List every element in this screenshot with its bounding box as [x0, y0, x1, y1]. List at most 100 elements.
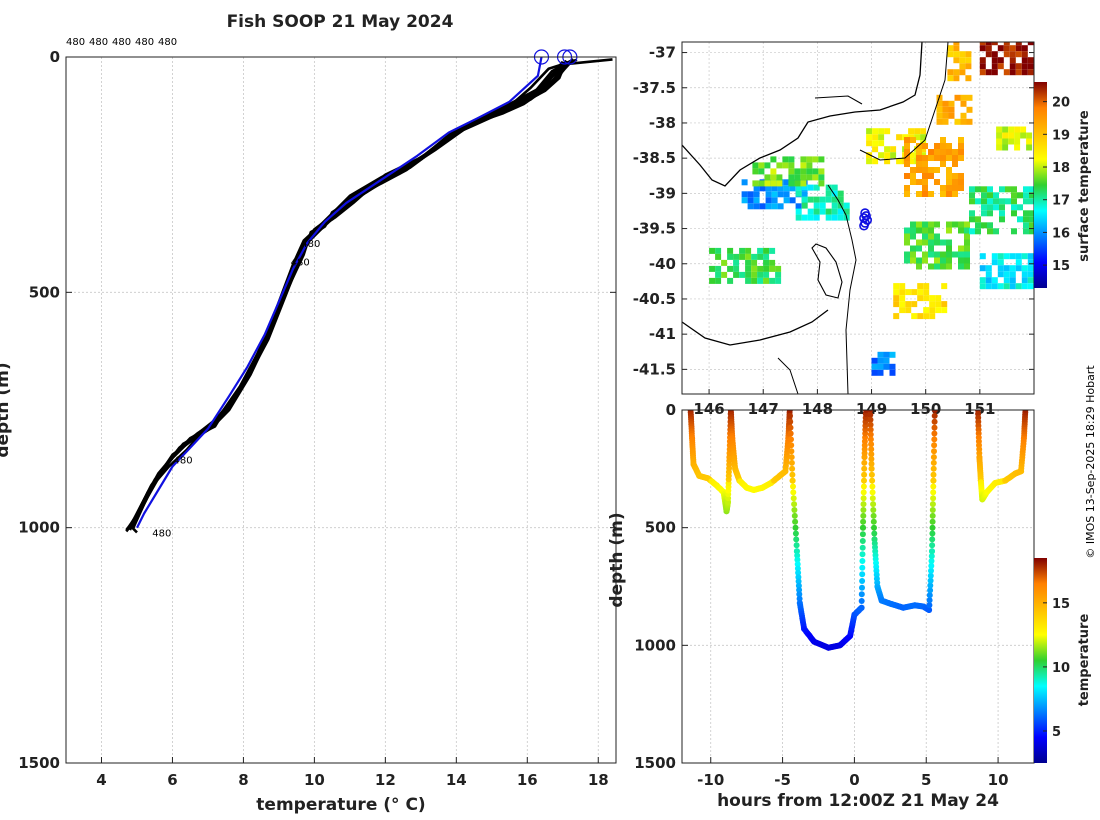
sst-cell	[751, 253, 758, 260]
sst-cell	[878, 128, 885, 135]
sst-cell	[813, 196, 820, 203]
sst-cell	[928, 251, 934, 258]
sst-cell	[843, 208, 850, 215]
sst-cell	[904, 137, 910, 143]
map-lat-tick-label: -37	[649, 44, 676, 62]
sst-cell	[952, 179, 958, 185]
depth-time-point	[796, 587, 803, 593]
sst-cell	[922, 143, 928, 149]
sst-cell	[985, 283, 992, 290]
sst-cell	[1008, 132, 1015, 139]
sst-cell	[899, 283, 906, 290]
sst-cell	[985, 265, 992, 272]
sst-cell	[765, 191, 772, 198]
sst-cell	[1011, 228, 1017, 235]
sst-cell	[795, 203, 802, 210]
depth-time-point	[869, 495, 876, 502]
sst-cell	[1021, 253, 1028, 260]
map-lon-tick-label: 151	[964, 400, 995, 418]
sst-cell	[969, 192, 975, 199]
sst-cell	[916, 155, 922, 161]
sst-cell	[1029, 198, 1034, 205]
sst-cell	[987, 186, 993, 193]
depth-time-x-tick-label: 10	[988, 771, 1009, 789]
sst-cell	[1029, 186, 1034, 193]
sst-cell	[757, 247, 764, 254]
sst-cell	[831, 208, 838, 215]
sst-cell	[763, 265, 770, 272]
sst-cell	[727, 247, 734, 254]
sst-cell	[947, 51, 954, 58]
sst-cell	[987, 228, 993, 235]
sst-cell	[770, 174, 777, 181]
depth-time-y-ticks: 0 500 1000 1500	[634, 401, 688, 772]
sst-cell	[1015, 42, 1022, 46]
sst-cell	[812, 168, 819, 175]
sst-cell	[996, 132, 1003, 139]
sst-cell	[929, 301, 936, 308]
sst-cell	[866, 140, 873, 147]
sst-cell	[1009, 45, 1016, 52]
depth-time-point	[789, 465, 796, 472]
depth-time-point	[930, 454, 937, 461]
sst-cell	[965, 57, 972, 64]
sst-cell	[916, 263, 922, 270]
sst-cell	[763, 277, 770, 284]
sst-cell	[922, 233, 928, 240]
sst-cell	[987, 204, 993, 211]
depth-time-x-tick-label: 0	[849, 771, 859, 789]
sst-cell	[1015, 69, 1022, 76]
sst-colorbar-tick-label: 17	[1052, 194, 1070, 209]
sst-cell	[1021, 271, 1028, 278]
sst-cell	[993, 198, 999, 205]
sst-cell	[935, 301, 942, 308]
sst-cell	[923, 295, 930, 302]
sst-cell	[904, 185, 910, 191]
sst-cell	[920, 128, 927, 135]
depth-time-point	[929, 518, 936, 525]
sst-cell	[709, 265, 716, 272]
depth-time-point	[926, 607, 933, 613]
sst-cell	[893, 301, 900, 308]
sst-cell	[904, 161, 910, 167]
sst-cell	[934, 143, 940, 149]
sst-cell	[917, 289, 924, 296]
sst-cell	[745, 253, 752, 260]
depth-time-point	[869, 477, 876, 484]
sst-cell	[969, 228, 975, 235]
sst-cell	[928, 227, 934, 234]
sst-cell	[890, 152, 897, 159]
sst-cell	[916, 221, 922, 228]
depth-time-point	[868, 441, 875, 448]
sst-cell	[878, 140, 885, 147]
sst-cell	[889, 363, 896, 370]
depth-time-point	[859, 531, 866, 538]
sst-cell	[739, 253, 746, 260]
sst-cell	[753, 191, 760, 198]
sst-colorbar-tick-label: 15	[1052, 259, 1070, 274]
sst-cell	[922, 191, 928, 197]
sst-cell	[1027, 283, 1034, 290]
sst-cell	[910, 233, 916, 240]
sst-cell	[946, 155, 952, 161]
sst-cell	[794, 174, 801, 181]
sst-cell	[794, 168, 801, 175]
sst-cell	[966, 94, 973, 101]
sst-cell	[910, 221, 916, 228]
sst-cell	[996, 138, 1003, 145]
temperature-colorbar-label: temperature	[1077, 614, 1092, 707]
depth-time-point	[930, 459, 937, 466]
sst-cell	[866, 128, 873, 135]
sst-cell	[733, 253, 740, 260]
sst-cell	[946, 251, 952, 258]
sst-cell	[818, 174, 825, 181]
sst-cell	[928, 245, 934, 252]
sst-cell	[1008, 126, 1015, 133]
depth-time-x-axis-label: hours from 12:00Z 21 May 24	[717, 791, 999, 811]
sst-cell	[872, 134, 879, 141]
sst-cell	[1002, 132, 1009, 139]
sst-cell	[908, 152, 915, 159]
map-lat-tick-label: -38.5	[633, 149, 676, 167]
sst-cell	[1015, 51, 1022, 58]
